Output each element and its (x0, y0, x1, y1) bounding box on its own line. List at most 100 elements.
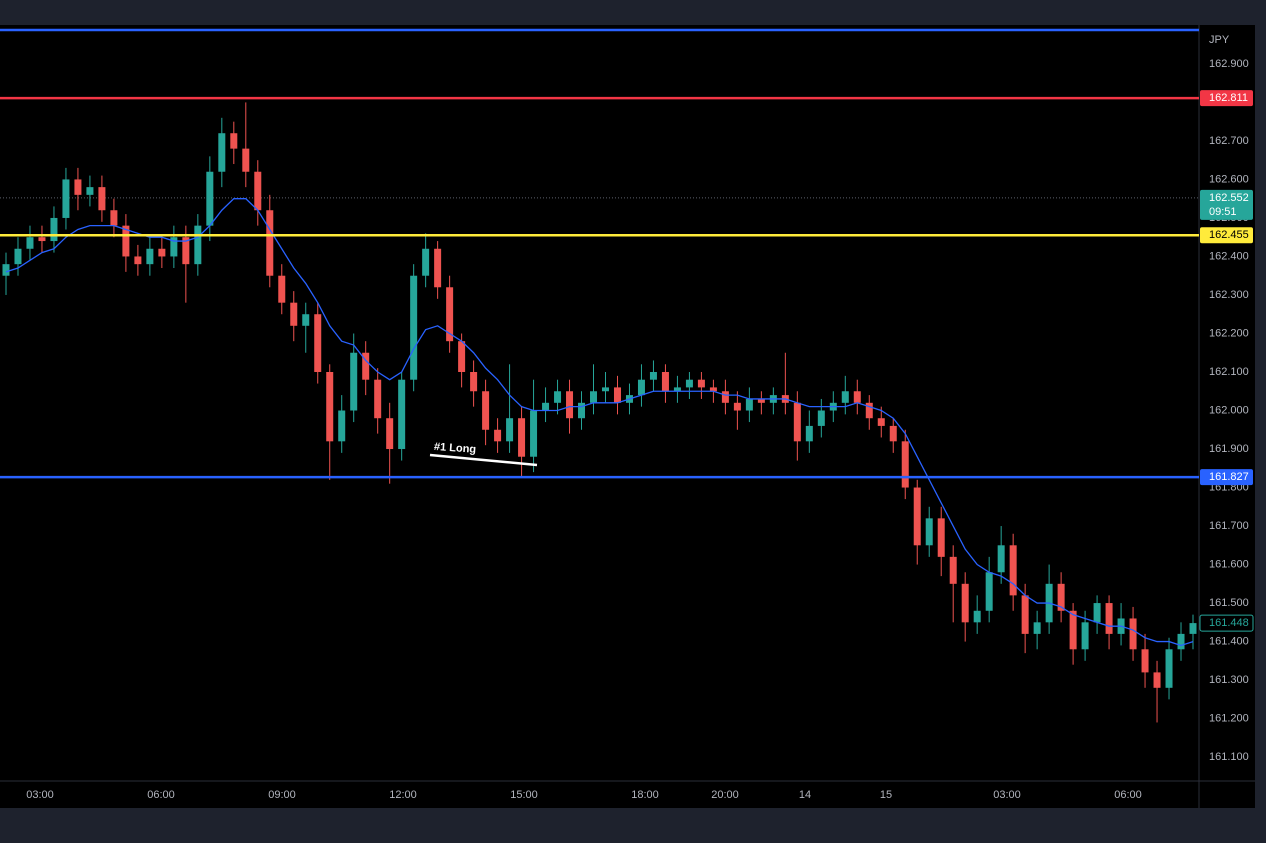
x-tick-label: 14 (799, 789, 811, 801)
y-tick-label: 161.600 (1209, 558, 1249, 570)
candle-body (326, 371, 334, 442)
candle-body (374, 379, 382, 419)
y-tick-label: 161.500 (1209, 597, 1249, 609)
candle-body (122, 225, 130, 257)
candle-body (254, 171, 262, 211)
price-tag-label: 162.455 (1209, 229, 1249, 241)
candle-body (458, 341, 466, 372)
y-tick-label: 162.900 (1209, 58, 1249, 70)
candle-body (2, 264, 10, 276)
candle-body (1141, 649, 1149, 673)
candle-body (1057, 583, 1065, 611)
y-tick-label: 162.000 (1209, 404, 1249, 416)
candle-body (1129, 618, 1137, 650)
candle-body (422, 248, 430, 276)
candle-body (110, 210, 118, 226)
candle-body (901, 441, 909, 488)
candle-body (985, 572, 993, 611)
candle-body (673, 387, 681, 392)
candle-body (194, 225, 202, 265)
x-tick-label: 09:00 (268, 789, 296, 801)
x-tick-label: 03:00 (26, 789, 54, 801)
candle-body (817, 410, 825, 426)
candle-body (362, 352, 370, 380)
candle-body (1105, 603, 1113, 634)
candle-body (1021, 595, 1029, 634)
candle-body (386, 418, 394, 450)
price-tag (1200, 90, 1253, 107)
y-tick-label: 161.400 (1209, 635, 1249, 647)
candle-body (601, 387, 609, 392)
x-tick-label: 20:00 (711, 789, 739, 801)
price-tag-label: 161.448 (1209, 617, 1249, 629)
candle-body (482, 391, 490, 430)
candle-body (865, 402, 873, 419)
candle-body (793, 402, 801, 442)
candle-body (997, 545, 1005, 573)
candle-body (554, 391, 562, 403)
x-tick-label: 15:00 (510, 789, 538, 801)
candle-body (721, 391, 729, 403)
x-tick-label: 03:00 (993, 789, 1021, 801)
candle-body (206, 171, 214, 226)
candle-body (98, 187, 106, 211)
candle-body (86, 187, 94, 195)
candle-body (278, 275, 286, 303)
candle-body (613, 387, 621, 403)
candle-body (1189, 623, 1197, 634)
annotation-line (429, 453, 538, 467)
candle-body (566, 391, 574, 419)
y-tick-label: 162.700 (1209, 135, 1249, 147)
candle-body (661, 371, 669, 392)
candle-body (146, 248, 154, 265)
annotation-label: #1 Long (434, 441, 477, 456)
price-tag-label: 162.811 (1209, 92, 1248, 104)
candle-body (757, 398, 765, 403)
candle-body (134, 256, 142, 265)
candle-body (218, 133, 226, 172)
candle-body (1033, 622, 1041, 634)
candle-body (841, 391, 849, 403)
y-tick-label: 161.700 (1209, 520, 1249, 532)
price-tag (1199, 614, 1254, 632)
x-tick-label: 15 (880, 789, 892, 801)
candle-body (1153, 672, 1161, 688)
candle-body (266, 210, 274, 276)
y-tick-label: 161.100 (1209, 751, 1249, 763)
candle-body (542, 402, 550, 411)
x-tick-label: 06:00 (1114, 789, 1142, 801)
candle-body (913, 487, 921, 546)
candle-body (1081, 622, 1089, 650)
candle-body (38, 237, 46, 242)
candle-body (1009, 545, 1017, 596)
candle-body (697, 379, 705, 388)
candle-body (314, 314, 322, 372)
candle-body (350, 352, 358, 411)
candle-body (649, 371, 657, 380)
y-tick-label: 162.400 (1209, 250, 1249, 262)
candle-body (1165, 649, 1173, 688)
candle-body (889, 425, 897, 442)
moving-average (5, 198, 1194, 647)
candle-body (685, 379, 693, 388)
candle-body (338, 410, 346, 442)
candle-body (230, 133, 238, 149)
price-tag (1200, 227, 1253, 244)
x-tick-label: 12:00 (389, 789, 417, 801)
candle-body (590, 391, 598, 403)
candle-body (530, 410, 538, 457)
y-tick-label: 161.900 (1209, 443, 1249, 455)
y-tick-label: 161.300 (1209, 674, 1249, 686)
candle-body (1093, 603, 1101, 623)
candle-body (1069, 610, 1077, 650)
candle-body (949, 556, 957, 584)
candle-body (578, 402, 586, 419)
candle-body (506, 418, 514, 442)
x-tick-label: 06:00 (147, 789, 175, 801)
price-tag-label: 161.827 (1209, 471, 1249, 483)
candle-body (398, 379, 406, 450)
candle-body (26, 237, 34, 249)
candle-body (470, 371, 478, 392)
y-tick-label: 162.200 (1209, 327, 1249, 339)
